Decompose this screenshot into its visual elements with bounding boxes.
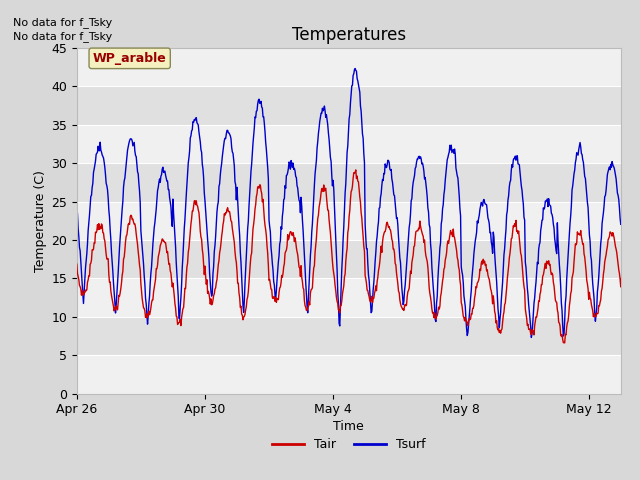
Tair bbox=[400, 308, 408, 313]
Tsurf bbox=[73, 204, 81, 210]
Tair bbox=[209, 301, 216, 307]
Title: Temperatures: Temperatures bbox=[292, 25, 406, 44]
Bar bbox=[77, 86, 621, 125]
Tair bbox=[282, 247, 290, 253]
X-axis label: Time: Time bbox=[333, 420, 364, 433]
Text: No data for f_Tsky: No data for f_Tsky bbox=[13, 17, 112, 28]
Tsurf bbox=[351, 66, 359, 72]
Line: Tsurf: Tsurf bbox=[77, 69, 640, 337]
Bar bbox=[77, 202, 621, 240]
Tair bbox=[561, 340, 568, 346]
Bar bbox=[77, 125, 621, 163]
Tsurf bbox=[540, 205, 547, 211]
Tsurf bbox=[209, 290, 216, 296]
Bar bbox=[77, 278, 621, 317]
Y-axis label: Temperature (C): Temperature (C) bbox=[34, 170, 47, 272]
Tair bbox=[352, 167, 360, 173]
Bar bbox=[77, 163, 621, 202]
Tsurf bbox=[93, 149, 101, 155]
Line: Tair: Tair bbox=[77, 170, 640, 343]
Tsurf bbox=[527, 335, 535, 340]
Bar bbox=[77, 317, 621, 355]
Tsurf bbox=[313, 145, 321, 151]
Tsurf bbox=[282, 172, 290, 178]
Tair bbox=[539, 274, 547, 279]
Tair bbox=[73, 262, 81, 267]
Tsurf bbox=[400, 299, 408, 304]
Text: WP_arable: WP_arable bbox=[93, 52, 166, 65]
Bar bbox=[77, 48, 621, 86]
Text: No data for f_Tsky: No data for f_Tsky bbox=[13, 31, 112, 42]
Legend: Tair, Tsurf: Tair, Tsurf bbox=[268, 433, 430, 456]
Tair bbox=[93, 222, 101, 228]
Bar bbox=[77, 240, 621, 278]
Bar bbox=[77, 355, 621, 394]
Tair bbox=[313, 224, 321, 230]
